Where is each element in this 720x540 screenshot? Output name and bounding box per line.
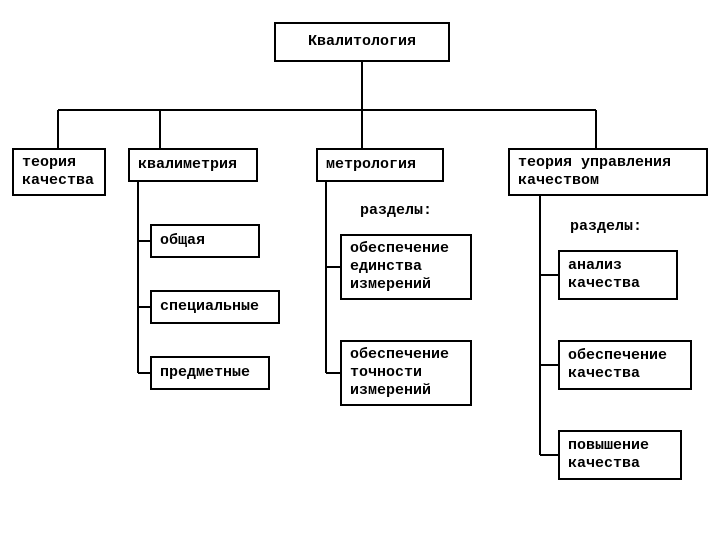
node-label: обеспечение качества xyxy=(568,347,682,383)
node-qualimetry-general: общая xyxy=(150,224,260,258)
node-label: общая xyxy=(160,232,205,250)
node-label: теория качества xyxy=(22,154,96,190)
root-label: Квалитология xyxy=(308,33,416,51)
root-node: Квалитология xyxy=(274,22,450,62)
node-metrology-unity: обеспечение единства измерений xyxy=(340,234,472,300)
node-management-assurance: обеспечение качества xyxy=(558,340,692,390)
node-label: специальные xyxy=(160,298,259,316)
node-qualimetry-special: специальные xyxy=(150,290,280,324)
node-management-improve: повышение качества xyxy=(558,430,682,480)
node-label: обеспечение точности измерений xyxy=(350,346,462,400)
node-label: анализ качества xyxy=(568,257,668,293)
node-label: метрология xyxy=(326,156,416,174)
node-label: предметные xyxy=(160,364,250,382)
node-label: теория управления качеством xyxy=(518,154,698,190)
node-label: обеспечение единства измерений xyxy=(350,240,462,294)
node-metrology-accuracy: обеспечение точности измерений xyxy=(340,340,472,406)
node-management-analysis: анализ качества xyxy=(558,250,678,300)
node-label: квалиметрия xyxy=(138,156,237,174)
management-sections-label: разделы: xyxy=(570,218,642,235)
node-qualimetry: квалиметрия xyxy=(128,148,258,182)
node-management: теория управления качеством xyxy=(508,148,708,196)
node-label: повышение качества xyxy=(568,437,672,473)
node-qualimetry-subject: предметные xyxy=(150,356,270,390)
node-metrology: метрология xyxy=(316,148,444,182)
node-theory-quality: теория качества xyxy=(12,148,106,196)
metrology-sections-label: разделы: xyxy=(360,202,432,219)
